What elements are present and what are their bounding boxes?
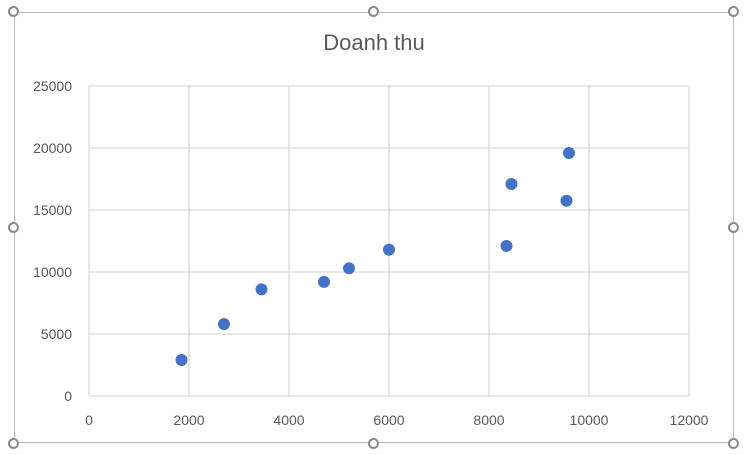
resize-handle-bottom-right[interactable] [728, 438, 739, 449]
x-tick-label: 0 [85, 412, 93, 428]
y-tick-label: 25000 [33, 78, 72, 94]
resize-handle-bottom-left[interactable] [8, 438, 19, 449]
data-point[interactable] [318, 275, 330, 288]
data-point[interactable] [175, 354, 188, 367]
resize-handle-middle-right[interactable] [728, 222, 739, 233]
data-point[interactable] [343, 262, 355, 275]
resize-handle-bottom-center[interactable] [368, 438, 379, 449]
x-tick-label: 8000 [473, 412, 504, 428]
data-point[interactable] [218, 318, 230, 331]
chart-area[interactable] [14, 12, 734, 443]
x-tick-label: 4000 [273, 412, 304, 428]
x-tick-label: 2000 [173, 412, 204, 428]
data-point[interactable] [563, 146, 575, 159]
x-tick-label: 6000 [373, 412, 404, 428]
y-tick-label: 15000 [33, 202, 72, 218]
y-tick-label: 5000 [41, 326, 72, 342]
axis-tick-labels: 0 2000 4000 6000 8000 10000 12000 0 5000 10000 150… [33, 78, 709, 428]
data-point[interactable] [500, 239, 513, 252]
x-tick-label: 12000 [670, 412, 709, 428]
resize-handle-top-left[interactable] [8, 6, 19, 17]
data-point[interactable] [505, 177, 518, 190]
resize-handle-top-center[interactable] [368, 6, 379, 17]
data-point[interactable] [560, 194, 573, 207]
data-points[interactable] [175, 146, 575, 367]
x-tick-label: 10000 [570, 412, 609, 428]
data-point[interactable] [255, 283, 268, 296]
chart-title[interactable]: Doanh thu [323, 30, 425, 55]
resize-handle-middle-left[interactable] [8, 222, 19, 233]
y-tick-label: 10000 [33, 264, 72, 280]
y-tick-label: 0 [64, 388, 72, 404]
data-point[interactable] [383, 243, 395, 256]
gridlines [88, 85, 690, 397]
y-tick-label: 20000 [33, 140, 72, 156]
resize-handle-top-right[interactable] [728, 6, 739, 17]
